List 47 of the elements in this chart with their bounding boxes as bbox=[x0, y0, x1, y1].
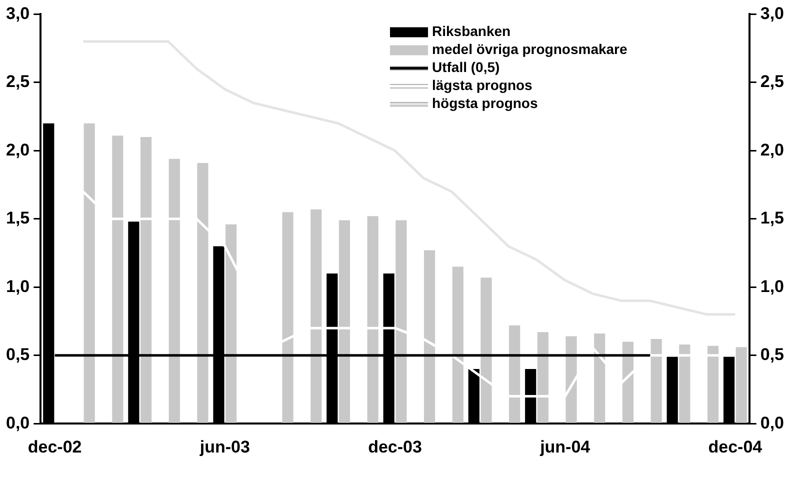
y-tick-label: 1,0 bbox=[6, 276, 30, 296]
legend-label: medel övriga prognosmakare bbox=[432, 41, 628, 58]
bar bbox=[424, 250, 436, 423]
bar bbox=[650, 338, 662, 423]
bar bbox=[679, 344, 690, 423]
bar bbox=[396, 220, 407, 423]
y-tick-label: 2,0 bbox=[6, 140, 30, 160]
y-tick-label: 2,5 bbox=[6, 72, 30, 92]
y2-tick-label: 0,0 bbox=[760, 413, 784, 432]
bar bbox=[112, 136, 124, 423]
legend-label: Riksbanken bbox=[432, 23, 511, 40]
y2-tick-label: 2,0 bbox=[760, 140, 784, 160]
x-tick-label: jun-04 bbox=[539, 437, 591, 456]
bar bbox=[736, 347, 747, 423]
bar bbox=[594, 334, 606, 423]
y2-tick-label: 2,5 bbox=[760, 72, 784, 92]
y-tick-label: 3,0 bbox=[6, 4, 30, 23]
bar bbox=[84, 123, 95, 423]
bar bbox=[509, 325, 520, 423]
x-tick-label: dec-02 bbox=[28, 437, 82, 456]
bar bbox=[168, 158, 180, 423]
bar bbox=[537, 332, 548, 423]
x-tick-label: dec-03 bbox=[368, 437, 422, 456]
y-tick-label: 1,5 bbox=[6, 208, 30, 228]
bar bbox=[707, 346, 719, 423]
x-tick-label: jun-03 bbox=[198, 437, 250, 456]
y2-tick-label: 0,5 bbox=[760, 345, 784, 364]
y2-tick-label: 3,0 bbox=[760, 4, 784, 23]
bar bbox=[566, 336, 577, 423]
bar bbox=[310, 209, 322, 423]
bar bbox=[367, 216, 378, 423]
y2-tick-label: 1,0 bbox=[760, 276, 784, 296]
legend-label: Utfall (0,5) bbox=[432, 59, 500, 76]
legend-label: lägsta prognos bbox=[432, 77, 533, 94]
y2-tick-label: 1,5 bbox=[760, 208, 784, 228]
y-tick-label: 0,5 bbox=[6, 345, 30, 364]
y-tick-label: 0,0 bbox=[6, 413, 30, 432]
bar bbox=[226, 224, 237, 423]
bar bbox=[480, 278, 492, 423]
bar bbox=[197, 162, 208, 423]
bar bbox=[622, 342, 634, 423]
bar bbox=[282, 212, 294, 423]
bar bbox=[452, 266, 464, 423]
x-tick-label: dec-04 bbox=[708, 437, 763, 456]
legend-label: högsta prognos bbox=[432, 95, 538, 112]
bar bbox=[140, 137, 152, 423]
bar bbox=[338, 220, 350, 423]
